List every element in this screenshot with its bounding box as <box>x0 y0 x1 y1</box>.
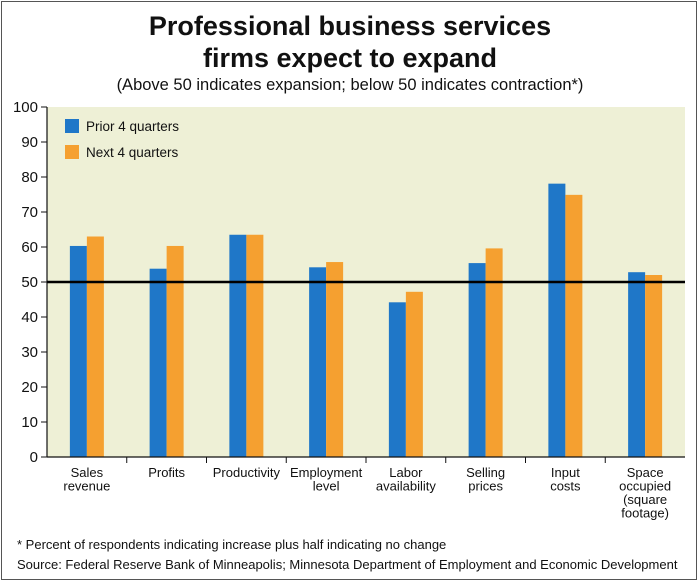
source-note: Source: Federal Reserve Bank of Minneapo… <box>17 557 678 572</box>
legend-swatch-0 <box>65 119 79 133</box>
legend-label-1: Next 4 quarters <box>86 145 179 160</box>
bar-prior-2 <box>229 234 247 457</box>
footnote: * Percent of respondents indicating incr… <box>17 537 447 552</box>
bar-next-0 <box>86 236 104 457</box>
bar-prior-1 <box>149 268 167 457</box>
bar-prior-0 <box>69 245 87 457</box>
category-label: Sales revenue <box>63 465 110 494</box>
category-label: Space occupied (square footage) <box>619 465 671 521</box>
y-tick-label: 70 <box>21 204 38 221</box>
bar-prior-7 <box>628 272 646 457</box>
chart-subtitle: (Above 50 indicates expansion; below 50 … <box>116 76 584 94</box>
chart-title-line-2: firms expect to expand <box>202 43 498 73</box>
y-tick-label: 0 <box>30 449 38 466</box>
bar-next-5 <box>485 248 503 457</box>
y-tick-label: 60 <box>21 239 38 256</box>
legend-swatch-1 <box>65 145 79 159</box>
chart-title-line-1: Professional business services <box>148 11 552 41</box>
bar-next-1 <box>166 245 184 457</box>
bar-next-2 <box>246 234 264 457</box>
y-tick-label: 20 <box>21 379 38 396</box>
chart-title: Professional business services firms exp… <box>0 10 700 74</box>
bar-prior-3 <box>309 267 327 457</box>
y-tick-label: 10 <box>21 414 38 431</box>
y-tick-label: 100 <box>13 99 38 116</box>
bar-next-6 <box>565 194 583 457</box>
bar-prior-4 <box>388 302 406 457</box>
category-label: Productivity <box>213 465 281 480</box>
legend-label-0: Prior 4 quarters <box>86 119 179 134</box>
y-tick-label: 90 <box>21 134 38 151</box>
y-tick-label: 40 <box>21 309 38 326</box>
category-label: Selling prices <box>466 465 505 494</box>
y-tick-label: 30 <box>21 344 38 361</box>
bar-next-4 <box>405 291 423 457</box>
bar-prior-5 <box>468 263 486 457</box>
y-tick-label: 80 <box>21 169 38 186</box>
category-label: Profits <box>148 465 185 480</box>
category-label: Employment level <box>290 465 363 494</box>
category-label: Labor availability <box>376 465 436 494</box>
bar-next-3 <box>326 262 344 457</box>
y-tick-label: 50 <box>21 274 38 291</box>
bar-next-7 <box>645 275 663 457</box>
bar-prior-6 <box>548 183 566 457</box>
category-label: Input costs <box>550 465 581 494</box>
